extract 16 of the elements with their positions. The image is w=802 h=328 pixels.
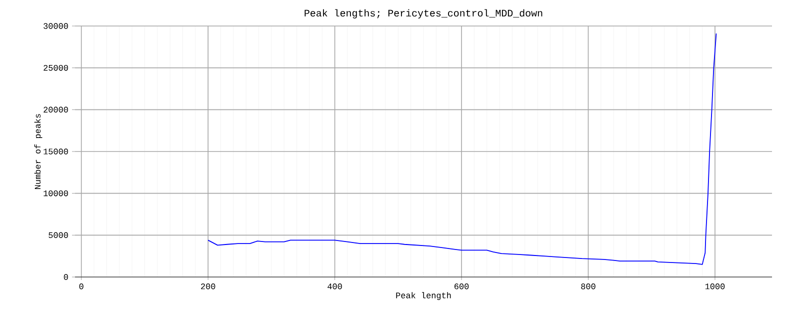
y-tick-label: 30000: [44, 23, 68, 29]
x-axis-title: Peak length: [396, 292, 451, 300]
x-tick-label: 200: [201, 284, 216, 290]
y-tick-label: 0: [64, 274, 68, 280]
y-tick-label: 20000: [44, 106, 68, 113]
x-tick-label: 400: [328, 284, 342, 290]
x-tick-label: 1000: [705, 284, 725, 290]
x-tick-label: 0: [79, 284, 84, 290]
y-tick-label: 15000: [44, 148, 68, 154]
x-tick-label: 800: [581, 284, 596, 290]
y-tick-label: 25000: [44, 64, 68, 71]
chart-title: Peak lengths; Pericytes_control_MDD_down: [304, 9, 542, 18]
x-tick-label: 600: [454, 284, 469, 290]
y-tick-label: 5000: [48, 232, 68, 238]
y-axis-title: Number of peaks: [34, 114, 42, 189]
y-tick-label: 10000: [44, 190, 68, 196]
